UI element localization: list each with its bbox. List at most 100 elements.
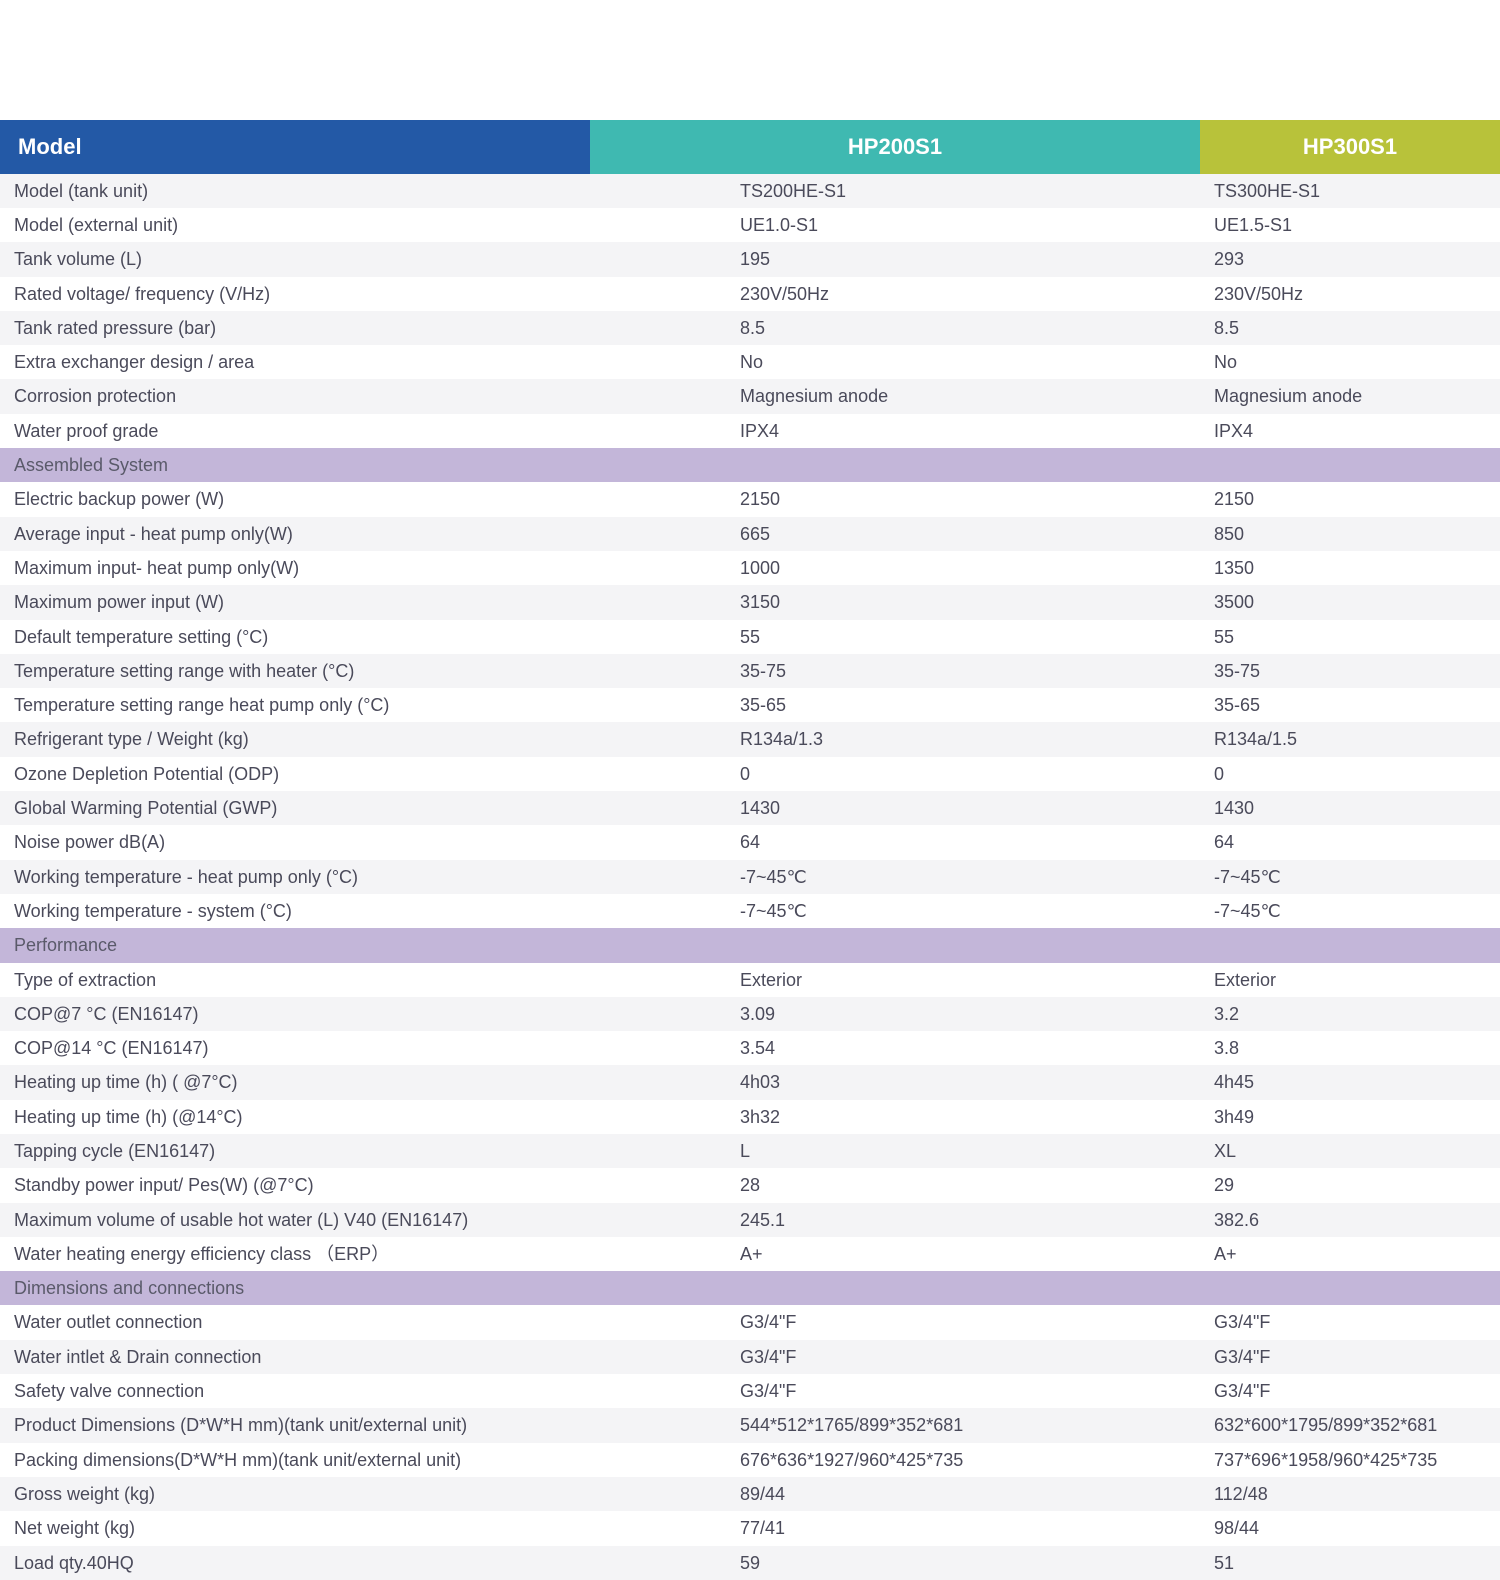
spec-value-2: 98/44 [1200,1511,1500,1545]
spec-value-2: 35-65 [1200,688,1500,722]
spec-value-1: UE1.0-S1 [590,208,1200,242]
spec-value-1: Exterior [590,963,1200,997]
spec-value-2: IPX4 [1200,414,1500,448]
table-row: Water intlet & Drain connectionG3/4"FG3/… [0,1340,1500,1374]
spec-value-1: TS200HE-S1 [590,174,1200,208]
table-row: Model (external unit)UE1.0-S1UE1.5-S1 [0,208,1500,242]
spec-value-2: 3.8 [1200,1031,1500,1065]
spec-label: Packing dimensions(D*W*H mm)(tank unit/e… [0,1443,590,1477]
spec-label: Net weight (kg) [0,1511,590,1545]
spec-label: Standby power input/ Pes(W) (@7°C) [0,1168,590,1202]
spec-value-1: 3h32 [590,1100,1200,1134]
spec-value-2: Magnesium anode [1200,379,1500,413]
spec-value-1: 4h03 [590,1065,1200,1099]
spec-value-2: 1430 [1200,791,1500,825]
table-row: Type of extraction Exterior Exterior [0,963,1500,997]
table-row: Working temperature - system (°C)-7~45℃-… [0,894,1500,928]
spec-value-1: Magnesium anode [590,379,1200,413]
spec-value-2: 2150 [1200,482,1500,516]
spec-value-1: 28 [590,1168,1200,1202]
spec-label: Safety valve connection [0,1374,590,1408]
spec-label: Ozone Depletion Potential (ODP) [0,757,590,791]
spec-label: Type of extraction [0,963,590,997]
table-row: Corrosion protectionMagnesium anodeMagne… [0,379,1500,413]
spec-value-1: IPX4 [590,414,1200,448]
section-row: Assembled System [0,448,1500,482]
table-row: Maximum volume of usable hot water (L) V… [0,1203,1500,1237]
spec-label: Maximum input- heat pump only(W) [0,551,590,585]
spec-value-2: TS300HE-S1 [1200,174,1500,208]
spec-label: COP@14 °C (EN16147) [0,1031,590,1065]
header-col-2: HP300S1 [1200,120,1500,174]
spec-value-1: 3.54 [590,1031,1200,1065]
spec-value-2: No [1200,345,1500,379]
spec-value-1: L [590,1134,1200,1168]
table-row: Average input - heat pump only(W)665850 [0,517,1500,551]
spec-table: Model HP200S1 HP300S1 Model (tank unit)T… [0,120,1500,1580]
spec-label: Tapping cycle (EN16147) [0,1134,590,1168]
spec-value-1: 2150 [590,482,1200,516]
spec-label: Product Dimensions (D*W*H mm)(tank unit/… [0,1408,590,1442]
spec-value-2: 850 [1200,517,1500,551]
spec-value-1: G3/4"F [590,1340,1200,1374]
spec-value-2: 382.6 [1200,1203,1500,1237]
spec-value-1: 195 [590,242,1200,276]
table-row: Working temperature - heat pump only (°C… [0,860,1500,894]
spec-value-1: 55 [590,620,1200,654]
section-label: Performance [0,928,1500,962]
header-model: Model [0,120,590,174]
spec-value-1: 230V/50Hz [590,277,1200,311]
table-row: Water proof gradeIPX4IPX4 [0,414,1500,448]
spec-value-2: 8.5 [1200,311,1500,345]
spec-label: Default temperature setting (°C) [0,620,590,654]
spec-value-1: 3.09 [590,997,1200,1031]
spec-value-2: A+ [1200,1237,1500,1271]
section-row: Performance [0,928,1500,962]
table-row: Temperature setting range with heater (°… [0,654,1500,688]
spec-value-1: -7~45℃ [590,894,1200,928]
spec-value-2: 3h49 [1200,1100,1500,1134]
spec-value-2: G3/4"F [1200,1340,1500,1374]
table-row: Maximum power input (W)31503500 [0,585,1500,619]
spec-value-2: 51 [1200,1546,1500,1580]
spec-value-1: 35-65 [590,688,1200,722]
table-row: Water outlet connectionG3/4"FG3/4"F [0,1305,1500,1339]
spec-label: Noise power dB(A) [0,825,590,859]
table-row: Water heating energy efficiency class （E… [0,1237,1500,1271]
spec-label: Working temperature - heat pump only (°C… [0,860,590,894]
table-row: Load qty.40HQ5951 [0,1546,1500,1580]
spec-value-2: 632*600*1795/899*352*681 [1200,1408,1500,1442]
spec-label: Temperature setting range heat pump only… [0,688,590,722]
spec-value-1: 676*636*1927/960*425*735 [590,1443,1200,1477]
spec-value-1: 77/41 [590,1511,1200,1545]
table-row: Tank volume (L)195293 [0,242,1500,276]
spec-label: Rated voltage/ frequency (V/Hz) [0,277,590,311]
spec-value-2: R134a/1.5 [1200,722,1500,756]
table-body: Model (tank unit)TS200HE-S1TS300HE-S1Mod… [0,174,1500,1580]
spec-label: Electric backup power (W) [0,482,590,516]
spec-label: Corrosion protection [0,379,590,413]
spec-label: Heating up time (h) ( @7°C) [0,1065,590,1099]
spec-label: Water heating energy efficiency class （E… [0,1237,590,1271]
table-row: Refrigerant type / Weight (kg)R134a/1.3R… [0,722,1500,756]
spec-value-1: A+ [590,1237,1200,1271]
table-row: Safety valve connectionG3/4"FG3/4"F [0,1374,1500,1408]
spec-value-2: 3.2 [1200,997,1500,1031]
spec-value-2: 112/48 [1200,1477,1500,1511]
table-row: Extra exchanger design / areaNoNo [0,345,1500,379]
spec-value-1: 59 [590,1546,1200,1580]
table-row: Rated voltage/ frequency (V/Hz)230V/50Hz… [0,277,1500,311]
section-label: Assembled System [0,448,1500,482]
spec-value-1: -7~45℃ [590,860,1200,894]
table-row: Heating up time (h) ( @7°C)4h034h45 [0,1065,1500,1099]
table-row: Tank rated pressure (bar)8.58.5 [0,311,1500,345]
spec-value-1: 8.5 [590,311,1200,345]
spec-value-2: G3/4"F [1200,1374,1500,1408]
table-row: Standby power input/ Pes(W) (@7°C)2829 [0,1168,1500,1202]
spec-value-1: G3/4"F [590,1374,1200,1408]
table-row: Maximum input- heat pump only(W)10001350 [0,551,1500,585]
spec-label: Water proof grade [0,414,590,448]
spec-value-2: -7~45℃ [1200,894,1500,928]
table-row: Tapping cycle (EN16147)LXL [0,1134,1500,1168]
table-header: Model HP200S1 HP300S1 [0,120,1500,174]
